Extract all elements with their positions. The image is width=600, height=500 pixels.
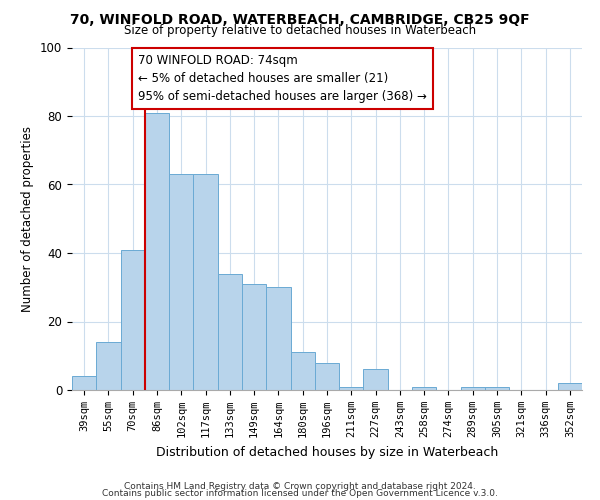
Bar: [193, 174, 218, 390]
Text: Size of property relative to detached houses in Waterbeach: Size of property relative to detached ho…: [124, 24, 476, 37]
Bar: [315, 362, 339, 390]
X-axis label: Distribution of detached houses by size in Waterbeach: Distribution of detached houses by size …: [156, 446, 498, 458]
Bar: [412, 386, 436, 390]
Text: Contains HM Land Registry data © Crown copyright and database right 2024.: Contains HM Land Registry data © Crown c…: [124, 482, 476, 491]
Bar: [121, 250, 145, 390]
Bar: [169, 174, 193, 390]
Bar: [242, 284, 266, 390]
Bar: [558, 383, 582, 390]
Text: Contains public sector information licensed under the Open Government Licence v.: Contains public sector information licen…: [102, 490, 498, 498]
Bar: [339, 386, 364, 390]
Bar: [96, 342, 121, 390]
Bar: [266, 287, 290, 390]
Bar: [485, 386, 509, 390]
Bar: [218, 274, 242, 390]
Bar: [72, 376, 96, 390]
Bar: [364, 370, 388, 390]
Text: 70 WINFOLD ROAD: 74sqm
← 5% of detached houses are smaller (21)
95% of semi-deta: 70 WINFOLD ROAD: 74sqm ← 5% of detached …: [139, 54, 427, 104]
Text: 70, WINFOLD ROAD, WATERBEACH, CAMBRIDGE, CB25 9QF: 70, WINFOLD ROAD, WATERBEACH, CAMBRIDGE,…: [70, 12, 530, 26]
Bar: [145, 112, 169, 390]
Y-axis label: Number of detached properties: Number of detached properties: [22, 126, 34, 312]
Bar: [290, 352, 315, 390]
Bar: [461, 386, 485, 390]
